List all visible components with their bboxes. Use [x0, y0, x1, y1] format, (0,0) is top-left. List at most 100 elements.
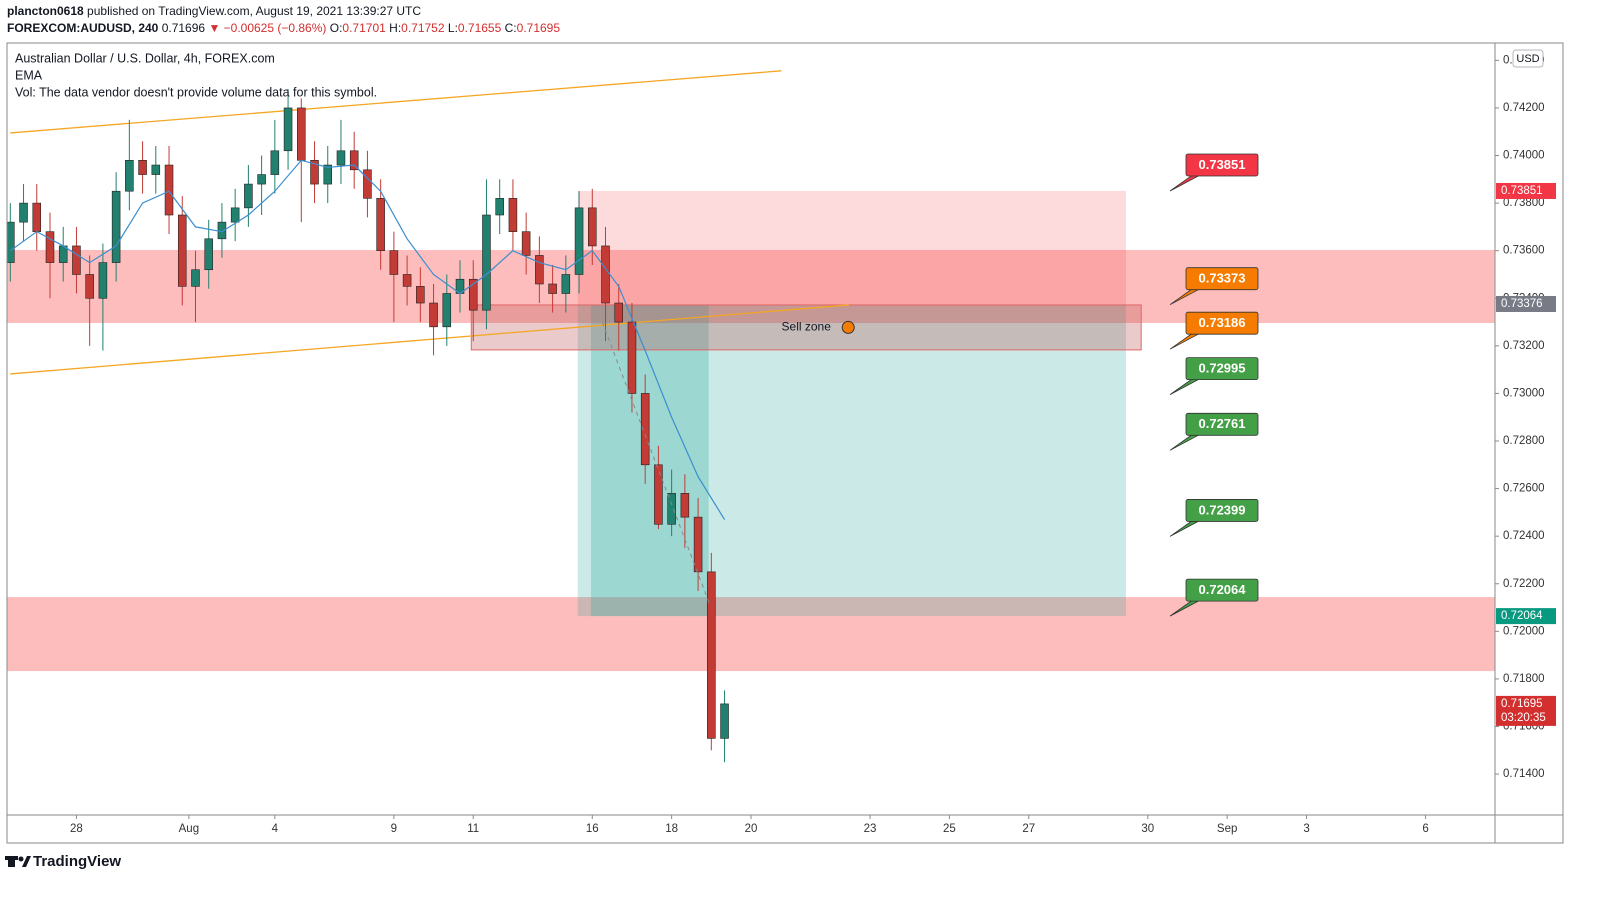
candle-body [58, 245, 68, 263]
x-tick-label: 27 [1022, 823, 1035, 835]
c-value: 0.71695 [517, 21, 561, 35]
candle-body [45, 231, 55, 263]
h-value: 0.71752 [401, 21, 445, 35]
callout-box [1185, 267, 1259, 291]
candle-body [720, 703, 729, 739]
candle-body [349, 150, 359, 171]
candle-body [416, 286, 425, 304]
candle-body [244, 183, 253, 209]
price-badge-countdown: 03:20:35 [1501, 712, 1546, 724]
price-badge [1496, 695, 1556, 726]
currency[interactable]: USD [1516, 53, 1539, 65]
trendline [10, 70, 782, 134]
candle-body [667, 493, 676, 525]
candle-body [7, 221, 15, 263]
y-tick-label: 0.73800 [1503, 197, 1545, 209]
candle-body [693, 516, 703, 573]
candle-body [548, 283, 557, 294]
candle-body [151, 164, 161, 175]
candle-body [336, 150, 346, 166]
price-badge [1496, 608, 1556, 625]
brand: TradingView [33, 853, 121, 870]
candle-body [614, 302, 624, 323]
candle-body [72, 245, 81, 275]
callout-box [1185, 357, 1259, 381]
candle-body [363, 169, 372, 199]
callout-label: 0.72399 [1199, 502, 1246, 517]
l-value: 0.71655 [458, 21, 502, 35]
candle-body [640, 393, 650, 466]
candle-body [125, 159, 134, 192]
symbol: FOREXCOM:AUDUSD, 240 [7, 21, 159, 35]
candle-body [561, 274, 571, 294]
candle-body [402, 274, 412, 287]
callout-label: 0.72995 [1199, 361, 1246, 376]
candle-body [98, 262, 108, 299]
x-tick-label: 25 [943, 823, 956, 835]
y-tick-label: 0.73600 [1503, 245, 1545, 257]
callout-box [1185, 578, 1259, 602]
zone [7, 597, 1495, 672]
candle-body [283, 107, 293, 152]
header-quote: FOREXCOM:AUDUSD, 240 0.71696 ▼ −0.00625 … [7, 21, 560, 35]
candle-body [588, 207, 597, 247]
y-tick-label: 0.73000 [1503, 387, 1545, 399]
callout-label: 0.72064 [1199, 582, 1247, 597]
callout-label: 0.73373 [1199, 271, 1246, 286]
currency-box[interactable] [1512, 49, 1544, 68]
candle-body [521, 231, 531, 256]
callout-box [1185, 412, 1259, 436]
x-tick-label: 11 [467, 823, 479, 835]
candle-body [111, 190, 121, 263]
x-tick-label: 6 [1422, 823, 1428, 835]
price-badge-label: 0.72064 [1501, 610, 1543, 622]
candle-body [680, 493, 690, 518]
y-tick-label: 0.72800 [1503, 435, 1545, 447]
callout-label: 0.73186 [1199, 315, 1246, 330]
candle-body [230, 207, 240, 223]
x-tick-label: 3 [1303, 823, 1309, 835]
x-tick-label: 23 [864, 823, 877, 835]
x-tick-label: 4 [272, 823, 279, 835]
candle-body [429, 302, 438, 328]
callout-box [1185, 153, 1259, 177]
candle-body [323, 164, 333, 185]
x-tick-label: 16 [586, 823, 599, 835]
y-tick-label: 0.71400 [1503, 768, 1545, 780]
price-badge-label: 0.71695 [1501, 698, 1543, 710]
candle-body [204, 238, 213, 271]
y-tick-label: 0.72600 [1503, 483, 1545, 495]
x-tick-label: 9 [391, 823, 397, 835]
frame [6, 42, 1564, 844]
price: 0.71696 [162, 21, 206, 35]
legend-ema: EMA [15, 68, 43, 82]
y-tick-label: 0.72000 [1503, 625, 1545, 637]
price-badge [1496, 182, 1556, 199]
x-tick-label: 18 [665, 823, 678, 835]
brand-logo [5, 856, 31, 867]
projection-line [601, 321, 711, 606]
candle-body [508, 198, 518, 232]
callout-label: 0.72761 [1199, 416, 1246, 431]
price-badge [1496, 295, 1556, 312]
candle-body [627, 321, 637, 394]
price-badge-label: 0.73851 [1501, 185, 1543, 197]
legend-volume: Vol: The data vendor doesn't provide vol… [15, 85, 377, 99]
x-tick-label: Aug [179, 823, 199, 835]
y-tick-label: 0.72400 [1503, 530, 1545, 542]
sell-zone-icon [841, 320, 855, 334]
candle-body [19, 202, 28, 223]
user: plancton0618 [7, 4, 84, 18]
y-tick-label: 0.72200 [1503, 578, 1545, 590]
candle-body [138, 159, 147, 175]
candle-body [32, 202, 42, 232]
candle-body [482, 214, 491, 311]
trendline [10, 304, 849, 375]
published: published on TradingView.com, August 19,… [87, 4, 421, 18]
candle-body [297, 107, 306, 161]
candle-body [389, 250, 399, 275]
x-tick-label: 30 [1141, 823, 1154, 835]
